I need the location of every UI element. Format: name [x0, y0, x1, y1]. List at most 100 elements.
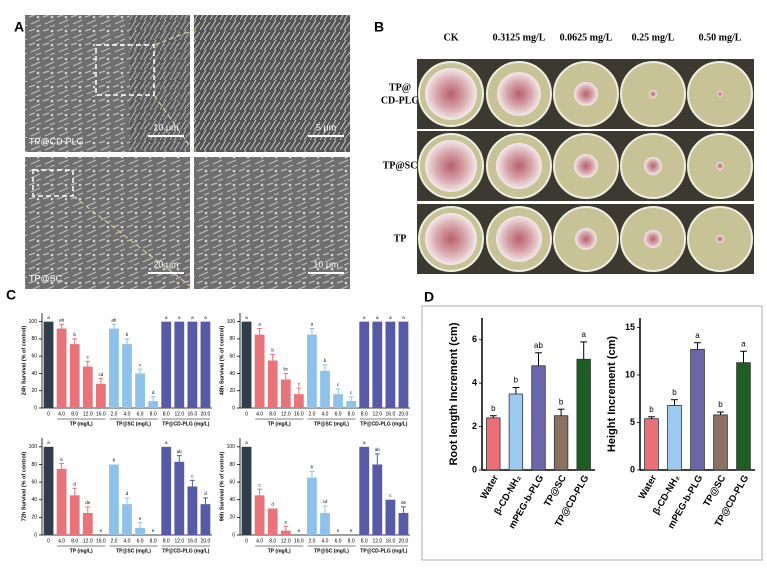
significance-letter: c	[258, 482, 261, 487]
significance-letter: b	[491, 404, 496, 413]
row-label: CD-PLG	[381, 95, 420, 106]
y-tick-label: 20	[31, 515, 37, 521]
significance-letter: e	[350, 528, 353, 533]
significance-letter: d	[126, 491, 129, 496]
significance-letter: d	[73, 481, 76, 486]
x-tick-label: 20.0	[201, 411, 211, 417]
bar	[385, 499, 396, 535]
bar	[82, 512, 93, 535]
bar	[254, 495, 265, 535]
x-tick-label: 16.0	[96, 411, 106, 417]
x-tick-label: 8.0	[71, 411, 78, 417]
bar	[531, 365, 546, 471]
bar	[398, 321, 409, 408]
fungal-colony	[717, 91, 723, 97]
bar	[200, 504, 211, 535]
column-header: 0.25 mg/L	[632, 32, 675, 43]
bar	[553, 415, 569, 471]
panel-letter: C	[6, 287, 16, 303]
bar	[122, 504, 132, 535]
significance-letter: ab	[111, 317, 117, 322]
significance-letter: c	[87, 355, 90, 360]
panel-d-frame	[421, 305, 763, 561]
x-tick-label: 16.0	[188, 411, 198, 417]
significance-letter: ab	[534, 341, 543, 350]
significance-letter: e	[152, 528, 155, 533]
x-tick-label: 12.0	[83, 538, 93, 544]
sem-image	[194, 15, 350, 152]
significance-letter: ab	[59, 317, 65, 322]
x-tick-label: 8.0	[269, 538, 276, 544]
bar	[56, 468, 67, 535]
significance-letter: b	[514, 376, 519, 385]
significance-letter: c	[139, 362, 142, 367]
significance-letter: c	[350, 390, 353, 395]
y-tick-label: 80	[229, 462, 235, 468]
fungal-colony	[644, 230, 662, 248]
bar	[174, 321, 185, 408]
fungal-colony	[574, 154, 598, 178]
scale-label: 20 μm	[153, 259, 178, 269]
bar	[241, 446, 252, 535]
y-axis-label: 24h Survival (% of control)	[21, 326, 27, 396]
fungal-colony	[425, 140, 477, 192]
y-tick-label: 0	[472, 464, 477, 474]
bar	[333, 394, 343, 408]
significance-letter: a	[47, 315, 50, 320]
significance-letter: b	[60, 457, 63, 462]
zoom-line	[153, 29, 195, 46]
y-tick-label: 40	[31, 497, 37, 503]
y-tick-label: 20	[229, 515, 235, 521]
significance-letter: c	[191, 474, 194, 479]
y-tick-label: 0	[630, 464, 635, 474]
x-tick-label: 8.0	[361, 411, 368, 417]
x-tick-label: 12.0	[174, 538, 184, 544]
significance-letter: a	[311, 322, 314, 327]
y-tick-label: 5	[630, 417, 635, 427]
fungal-colony	[644, 157, 662, 175]
significance-letter: b	[271, 348, 274, 353]
bar	[385, 321, 396, 408]
x-tick-label: 12.0	[174, 411, 184, 417]
x-tick-label: 0	[47, 411, 50, 417]
column-header: 0.0625 mg/L	[560, 32, 613, 43]
x-tick-label: 8.0	[71, 538, 78, 544]
bar	[69, 344, 80, 408]
x-tick-label: 0	[47, 538, 50, 544]
significance-letter: a	[581, 330, 586, 339]
x-tick-label: 16.0	[188, 538, 198, 544]
x-tick-label: 6.0	[137, 411, 144, 417]
group-label: TP@SC (mg/L)	[116, 421, 151, 427]
x-tick-label: 8.0	[163, 411, 170, 417]
column-header: 0.3125 mg/L	[493, 32, 546, 43]
x-tick-label: 16.0	[294, 411, 304, 417]
y-tick-label: 20	[31, 388, 37, 394]
x-tick-label: 8.0	[163, 538, 170, 544]
bar	[109, 464, 119, 535]
bar	[135, 373, 145, 408]
bar	[187, 321, 198, 408]
fungal-colony	[425, 68, 477, 120]
significance-letter: a	[389, 315, 392, 320]
x-tick-label: 6.0	[137, 538, 144, 544]
x-tick-label: 4.0	[58, 538, 65, 544]
x-tick-label: 8.0	[361, 538, 368, 544]
bar	[307, 334, 317, 408]
group-label: TP@SC (mg/L)	[116, 548, 151, 554]
y-tick-label: 2	[472, 421, 477, 431]
significance-letter: b	[324, 358, 327, 363]
significance-letter: e	[139, 516, 142, 521]
y-axis-label: 48h Survival (% of control)	[219, 326, 225, 396]
significance-letter: b	[672, 388, 677, 397]
bar	[644, 418, 659, 471]
y-axis-label: 96h Survival (% of control)	[219, 452, 225, 522]
row-label: TP@SC	[383, 160, 418, 171]
x-tick-label: 8.0	[150, 538, 157, 544]
x-tick-label: 8.0	[269, 411, 276, 417]
x-tick-label: 2.0	[308, 411, 315, 417]
fungal-colony	[716, 235, 724, 243]
x-tick-label: 20.0	[201, 538, 211, 544]
row-label: TP	[394, 233, 407, 244]
x-tick-label: 12.0	[83, 411, 93, 417]
panel-letter: D	[424, 289, 434, 305]
